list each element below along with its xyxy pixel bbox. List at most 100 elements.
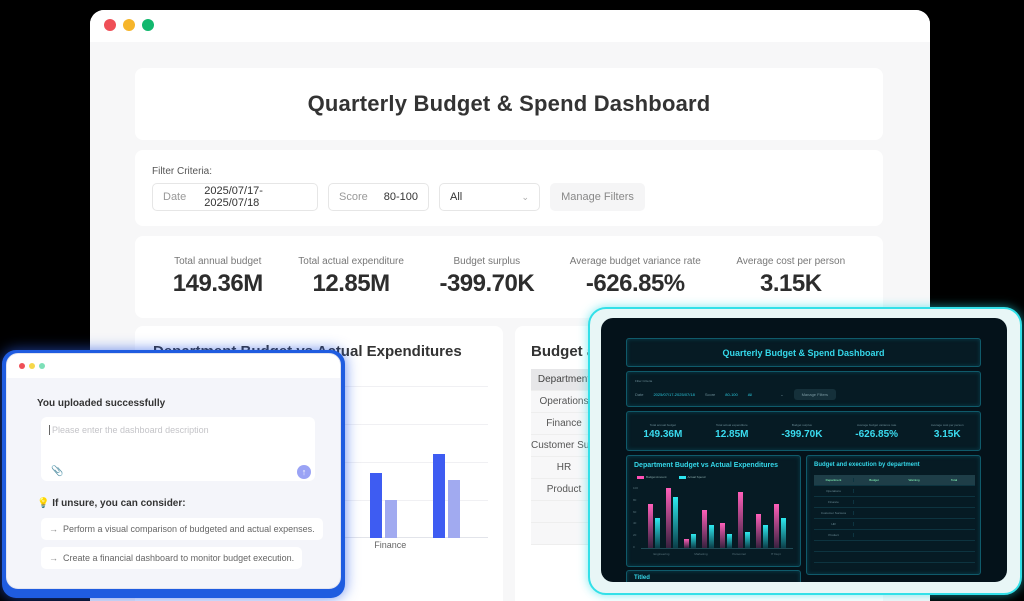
kpi-value: 12.85M [312,270,391,297]
kpi-average-variance-rate: Average budget variance rate -626.85% [570,256,701,298]
chevron-down-icon: ⌄ [521,191,529,202]
table-cell: Finance [814,500,854,504]
dark-date-key: Date [635,392,644,397]
suggestion-item[interactable]: → Perform a visual comparison of budgete… [41,518,323,540]
dashboard-description-input[interactable]: Please enter the dashboard description 📎… [41,417,315,481]
upload-dialog-frame: You uploaded successfully Please enter t… [2,350,345,598]
dark-kpi: Total actual expenditure 12.85M [715,423,748,440]
window-titlebar [90,10,930,42]
dark-table-panel: Budget and execution by department Depar… [806,455,981,575]
x-label: IT Dept [770,552,781,556]
kpi-value: 12.85M [715,428,749,440]
kpi-label: Budget surplus [791,422,812,427]
score-filter[interactable]: Score 80-100 [328,183,429,211]
dialog-maximize-button[interactable] [39,363,45,369]
table-row[interactable] [814,552,975,563]
page-title: Quarterly Budget & Spend Dashboard [307,91,711,116]
dashboard-window: Quarterly Budget & Spend Dashboard Filte… [90,10,930,601]
x-label: Marketing [694,552,708,556]
table-row[interactable]: Finance [814,497,975,508]
manage-filters-button[interactable]: Manage Filters [550,183,645,211]
column-header-department: Department [537,374,591,385]
dark-manage-filters-button[interactable]: Manage Filters [793,389,837,400]
dialog-close-button[interactable] [19,363,25,369]
kpi-value: 149.36M [643,428,683,440]
minimize-window-button[interactable] [123,19,135,31]
y-tick: 20 [633,533,637,538]
kpi-label: Average cost per person [736,256,846,267]
dark-chevron-down-icon: ⌄ [780,392,784,397]
dark-bottom-panel-title: Titled [634,575,650,581]
dark-title-panel: Quarterly Budget & Spend Dashboard [626,338,981,367]
maximize-window-button[interactable] [142,19,154,31]
send-arrow-up-icon[interactable]: ↑ [297,465,311,479]
filter-criteria-label: Filter Criteria: [152,166,213,177]
close-window-button[interactable] [104,19,116,31]
legend-label: Actual Spend [687,475,706,479]
dark-kpi: Average cost per person 3.15K [931,423,964,440]
y-tick: 80 [633,497,637,502]
table-cell: Customer Success [814,511,854,515]
filter-card: Filter Criteria: Date 2025/07/17-2025/07… [135,150,883,226]
table-cell: Product [546,484,582,495]
score-filter-value: 80-100 [383,191,418,203]
suggestion-text: Perform a visual comparison of budgeted … [63,524,315,534]
date-filter-label: Date [163,191,187,203]
kpi-value: -399.70K [439,270,535,297]
kpi-label: Total annual budget [174,256,262,267]
kpi-label: Average cost per person [930,422,964,427]
column-header: Warning [908,478,920,482]
arrow-right-icon: → [49,524,58,534]
legend-item[interactable]: Budget Amount [637,475,667,479]
table-cell: Operations [814,489,854,493]
table-row[interactable] [814,541,975,552]
dark-select-value[interactable]: All [747,392,753,397]
legend-item[interactable]: Actual Spend [678,475,706,479]
dark-filter-panel: Filter Criteria Date 2025/07/17-2025/07/… [626,371,981,407]
x-label: Personnel [732,552,746,556]
table-row[interactable]: HR [814,519,975,530]
suggestion-hint: 💡 If unsure, you can consider: [37,498,186,509]
title-card: Quarterly Budget & Spend Dashboard [135,68,883,140]
y-tick: 100 [633,486,639,490]
dark-department-table: Department Budget Warning Total Operatio… [814,475,975,563]
kpi-budget-surplus: Budget surplus -399.70K [439,256,534,298]
kpi-label: Budget surplus [453,256,521,267]
x-label: Finance [374,540,407,550]
kpi-label: Total actual expenditure [715,422,748,427]
dark-kpi: Total annual budget 149.36M [643,423,682,440]
kpi-label: Total annual budget [649,422,676,427]
kpi-card: Total annual budget 149.36M Total actual… [135,236,883,318]
hint-text: If unsure, you can consider: [52,498,186,509]
table-row[interactable]: Product [814,530,975,541]
kpi-value: -399.70K [781,428,823,440]
arrow-right-icon: → [49,553,58,563]
table-row[interactable]: Customer Success [814,508,975,519]
kpi-label: Average budget variance rate [857,422,897,427]
table-header-row: Department Budget Warning Total [814,475,975,486]
dark-page-title: Quarterly Budget & Spend Dashboard [722,347,885,358]
dark-theme-preview: Quarterly Budget & Spend Dashboard Filte… [601,318,1007,582]
dark-bar-chart [641,486,793,549]
dark-score-key: Score [704,392,716,397]
paperclip-icon[interactable]: 📎 [51,466,64,477]
table-row[interactable]: Operations [814,486,975,497]
category-select[interactable]: All ⌄ [439,183,540,211]
bar-group [370,473,397,538]
date-range-filter[interactable]: Date 2025/07/17-2025/07/18 [152,183,318,211]
dialog-minimize-button[interactable] [29,363,35,369]
kpi-value: -626.85% [585,270,685,297]
y-axis-ticks: 100 80 60 40 20 0 [633,486,638,549]
dark-table-title: Budget and execution by department [814,462,920,468]
dark-chart-title: Department Budget vs Actual Expenditures [634,462,779,469]
dark-kpi: Average budget variance rate -626.85% [855,423,898,440]
chart-legend: Budget Amount Actual Spend [637,475,705,479]
dark-score-value[interactable]: 80-100 [725,392,738,397]
kpi-label: Average budget variance rate [569,256,701,267]
lightbulb-icon: 💡 [37,498,50,509]
dark-date-value[interactable]: 2025/07/17-2025/07/18 [653,392,695,397]
suggestion-item[interactable]: → Create a financial dashboard to monito… [41,547,303,569]
kpi-average-cost-per-person: Average cost per person 3.15K [736,256,845,298]
kpi-value: -626.85% [855,428,899,440]
table-cell: Product [814,533,854,537]
